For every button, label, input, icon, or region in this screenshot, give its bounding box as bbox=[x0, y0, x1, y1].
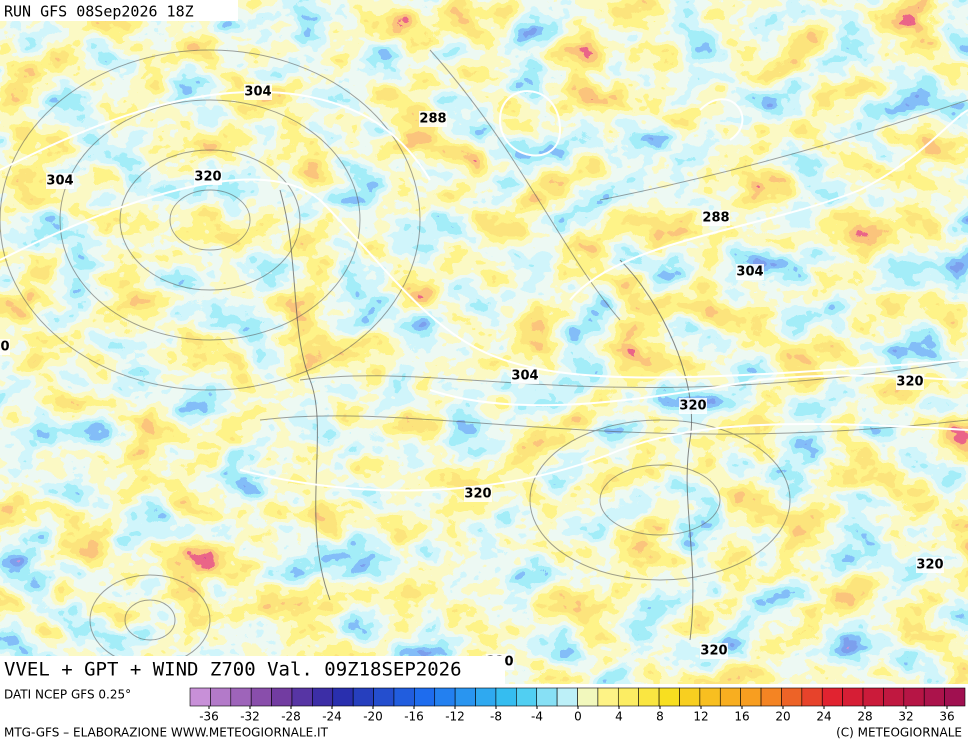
colorbar-swatch bbox=[842, 687, 864, 707]
colorbar-swatch bbox=[821, 687, 843, 707]
colorbar-tick-label: 36 bbox=[939, 710, 954, 724]
title-box bbox=[0, 656, 505, 684]
contour-label: 320 bbox=[700, 644, 727, 659]
colorbar-swatch bbox=[454, 687, 476, 707]
colorbar-tick-label: -20 bbox=[363, 710, 383, 724]
colorbar-swatch bbox=[638, 687, 660, 707]
map-title: VVEL + GPT + WIND Z700 Val. 09Z18SEP2026 bbox=[4, 659, 462, 681]
colorbar-swatch bbox=[699, 687, 721, 707]
contour-label-bg bbox=[419, 111, 447, 127]
contour-label: 320 bbox=[679, 399, 706, 414]
colorbar-swatch bbox=[719, 687, 741, 707]
contour-label-bg bbox=[679, 398, 707, 414]
colorbar-swatch bbox=[923, 687, 945, 707]
contour-label-bg bbox=[46, 173, 74, 189]
colorbar-swatch bbox=[434, 687, 456, 707]
contour-label-bg bbox=[916, 557, 944, 573]
colorbar-tick-label: 0 bbox=[574, 710, 582, 724]
contour-label-bg bbox=[702, 210, 730, 226]
source-label: DATI NCEP GFS 0.25° bbox=[4, 688, 131, 702]
colorbar-swatch bbox=[883, 687, 905, 707]
colorbar-tick-label: 28 bbox=[857, 710, 872, 724]
contour-label: 304 bbox=[244, 85, 271, 100]
colorbar-swatch bbox=[312, 687, 334, 707]
vertical-velocity-field bbox=[0, 0, 968, 684]
colorbar-tick-label: -28 bbox=[281, 710, 301, 724]
colorbar-swatch bbox=[536, 687, 558, 707]
colorbar-swatch bbox=[230, 687, 252, 707]
colorbar-swatch bbox=[801, 687, 823, 707]
colorbar-swatch bbox=[495, 687, 517, 707]
colorbar-swatch bbox=[352, 687, 374, 707]
colorbar-swatch bbox=[944, 687, 966, 707]
colorbar-tick-label: -36 bbox=[199, 710, 219, 724]
colorbar-tick-label: -12 bbox=[445, 710, 465, 724]
contour-label-bg bbox=[700, 643, 728, 659]
colorbar-swatch bbox=[740, 687, 762, 707]
colorbar-swatch bbox=[373, 687, 395, 707]
contour-label: 288 bbox=[702, 211, 729, 226]
contour-labels: 3042883043203202883043043203203203203203… bbox=[0, 84, 944, 670]
colorbar-swatch bbox=[556, 687, 578, 707]
contour-label: 288 bbox=[419, 112, 446, 127]
header-box bbox=[0, 0, 238, 21]
coastlines bbox=[279, 189, 694, 641]
contour-label-bg bbox=[0, 339, 10, 355]
contour-label-bg bbox=[464, 486, 492, 502]
footer-right: (C) METEOGIORNALE bbox=[836, 726, 962, 740]
colorbar-tick-label: 16 bbox=[734, 710, 749, 724]
contour-label-bg bbox=[511, 368, 539, 384]
colorbar-tick-label: -4 bbox=[531, 710, 543, 724]
colorbar-swatch bbox=[250, 687, 272, 707]
colorbar-swatch bbox=[210, 687, 232, 707]
colorbar-swatch bbox=[189, 687, 211, 707]
colorbar-swatch bbox=[332, 687, 354, 707]
contour-label-bg bbox=[244, 84, 272, 100]
contour-label: 320 bbox=[464, 487, 491, 502]
colorbar-tick-label: 24 bbox=[816, 710, 831, 724]
colorbar-swatch bbox=[658, 687, 680, 707]
colorbar-tick-label: 4 bbox=[615, 710, 623, 724]
contour-label-bg bbox=[194, 169, 222, 185]
colorbar-swatch bbox=[577, 687, 599, 707]
colorbar-swatch bbox=[862, 687, 884, 707]
colorbar-tick-label: 32 bbox=[898, 710, 913, 724]
colorbar-swatch bbox=[760, 687, 782, 707]
contour-label-bg bbox=[736, 264, 764, 280]
contour-label: 304 bbox=[511, 369, 538, 384]
colorbar-tick-label: -8 bbox=[490, 710, 502, 724]
contour-label: 304 bbox=[736, 265, 763, 280]
run-label: RUN GFS 08Sep2026 18Z bbox=[4, 3, 194, 21]
colorbar-swatch bbox=[903, 687, 925, 707]
colorbar-tick-label: -32 bbox=[240, 710, 260, 724]
colorbar-swatch bbox=[597, 687, 619, 707]
colorbar-swatch bbox=[414, 687, 436, 707]
colorbar-tick-label: 12 bbox=[693, 710, 708, 724]
colorbar-swatch bbox=[617, 687, 639, 707]
colorbar-swatch bbox=[393, 687, 415, 707]
colorbar-swatch bbox=[291, 687, 313, 707]
colorbar-swatch bbox=[781, 687, 803, 707]
footer-left: MTG-GFS – ELABORAZIONE WWW.METEOGIORNALE… bbox=[4, 726, 329, 740]
contour-label-bg bbox=[896, 374, 924, 390]
map: 3042883043203202883043043203203203203203… bbox=[0, 0, 968, 684]
contour-label: 320 bbox=[0, 340, 10, 355]
colorbar-swatch bbox=[679, 687, 701, 707]
colorbar-swatch bbox=[271, 687, 293, 707]
colorbar-swatch bbox=[516, 687, 538, 707]
colorbar-tick-label: 8 bbox=[656, 710, 664, 724]
colorbar-tick-label: -24 bbox=[322, 710, 342, 724]
colorbar-swatch bbox=[475, 687, 497, 707]
contour-label: 320 bbox=[194, 170, 221, 185]
colorbar: -36 -32 -28 -24 -20 -16 -12 -8 -4 0 4 8 12 16 20 24 28 32… bbox=[189, 687, 966, 724]
contour-label: 320 bbox=[896, 375, 923, 390]
colorbar-tick-label: 20 bbox=[775, 710, 790, 724]
contour-label: 320 bbox=[916, 558, 943, 573]
contour-label: 304 bbox=[46, 174, 73, 189]
colorbar-tick-label: -16 bbox=[404, 710, 424, 724]
